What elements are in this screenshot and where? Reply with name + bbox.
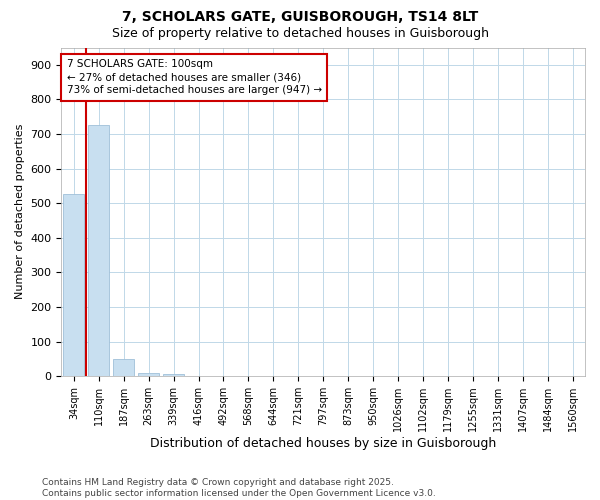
X-axis label: Distribution of detached houses by size in Guisborough: Distribution of detached houses by size … bbox=[150, 437, 496, 450]
Bar bbox=[163, 374, 184, 376]
Text: 7 SCHOLARS GATE: 100sqm
← 27% of detached houses are smaller (346)
73% of semi-d: 7 SCHOLARS GATE: 100sqm ← 27% of detache… bbox=[67, 59, 322, 96]
Text: Contains HM Land Registry data © Crown copyright and database right 2025.
Contai: Contains HM Land Registry data © Crown c… bbox=[42, 478, 436, 498]
Text: 7, SCHOLARS GATE, GUISBOROUGH, TS14 8LT: 7, SCHOLARS GATE, GUISBOROUGH, TS14 8LT bbox=[122, 10, 478, 24]
Bar bbox=[113, 359, 134, 376]
Bar bbox=[88, 124, 109, 376]
Bar bbox=[63, 194, 85, 376]
Bar bbox=[138, 374, 159, 376]
Y-axis label: Number of detached properties: Number of detached properties bbox=[15, 124, 25, 300]
Text: Size of property relative to detached houses in Guisborough: Size of property relative to detached ho… bbox=[112, 28, 488, 40]
